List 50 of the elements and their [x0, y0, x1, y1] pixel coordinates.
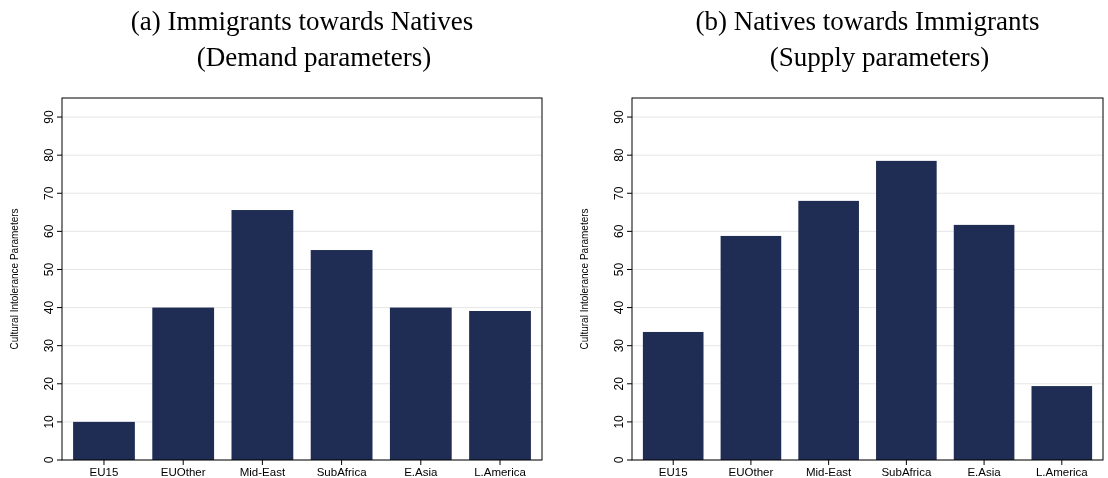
x-tick-label: E.Asia [967, 466, 1002, 478]
y-tick-label: 0 [612, 456, 626, 464]
y-axis-title: Cultural Intolerance Parameters [579, 208, 590, 350]
bar [389, 307, 452, 460]
bar [1031, 386, 1093, 460]
y-tick-label: 60 [612, 224, 626, 239]
y-tick-label: 90 [612, 110, 626, 124]
y-tick-label: 40 [612, 300, 626, 315]
y-tick-label: 10 [612, 414, 626, 429]
y-axis-title: Cultural Intolerance Parameters [9, 208, 20, 350]
x-tick-label: SubAfrica [316, 466, 368, 478]
y-tick-label: 90 [42, 110, 56, 124]
bar [231, 210, 294, 460]
bar [720, 235, 782, 460]
x-tick-label: EUOther [728, 466, 774, 478]
x-tick-label: EU15 [89, 466, 119, 478]
bar [876, 160, 937, 460]
y-tick-label: 80 [42, 148, 56, 162]
chart-title: (b) Natives towards Immigrants [695, 6, 1040, 36]
bar [152, 307, 215, 460]
bar [642, 331, 704, 460]
y-tick-label: 50 [612, 262, 626, 277]
y-tick-label: 30 [42, 338, 56, 353]
x-tick-label: Mid-East [805, 466, 853, 478]
x-tick-label: EUOther [160, 466, 206, 478]
x-tick-label: L.America [1035, 466, 1089, 478]
x-tick-label: L.America [474, 466, 527, 478]
y-tick-label: 40 [42, 300, 56, 315]
y-tick-label: 60 [42, 224, 56, 239]
y-tick-label: 70 [42, 186, 56, 200]
y-tick-label: 70 [612, 186, 626, 200]
bar [469, 311, 531, 460]
chart-subtitle: (Demand parameters) [196, 42, 432, 72]
bar [310, 250, 373, 460]
chart-subtitle: (Supply parameters) [769, 42, 990, 72]
x-tick-label: Mid-East [239, 466, 286, 478]
bar [798, 200, 859, 460]
chart-title: (a) Immigrants towards Natives [130, 6, 474, 36]
y-tick-label: 30 [612, 338, 626, 353]
x-tick-label: E.Asia [404, 466, 439, 478]
bar [73, 421, 135, 460]
x-tick-label: EU15 [658, 466, 688, 478]
y-tick-label: 20 [612, 376, 626, 391]
y-tick-label: 50 [42, 262, 56, 277]
y-tick-label: 10 [42, 414, 56, 429]
bar [953, 224, 1015, 460]
x-tick-label: SubAfrica [881, 466, 932, 478]
y-tick-label: 20 [42, 376, 56, 391]
y-tick-label: 0 [42, 456, 56, 464]
y-tick-label: 80 [612, 148, 626, 162]
